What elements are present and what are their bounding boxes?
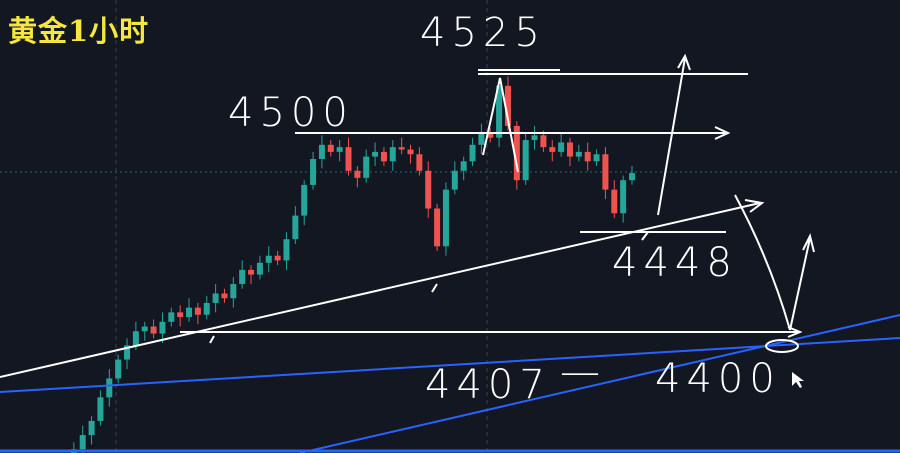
- candle-up: [336, 147, 343, 152]
- candle-up: [141, 326, 148, 332]
- candle-up: [620, 180, 627, 214]
- candle-down: [274, 255, 281, 261]
- candle-up: [292, 215, 299, 240]
- candle-up: [372, 151, 379, 157]
- annotation-4400: 4400: [655, 356, 781, 402]
- candle-up: [389, 147, 396, 162]
- candle-down: [398, 147, 405, 150]
- candle-up: [496, 85, 503, 138]
- candle-up: [124, 345, 131, 360]
- candle-up: [310, 158, 317, 185]
- candle-up: [469, 144, 476, 162]
- candle-up: [106, 378, 113, 398]
- candle-down: [434, 208, 441, 247]
- candle-up: [593, 154, 600, 162]
- up-arrow-2: [789, 233, 815, 331]
- annotation-4448: 4448: [612, 240, 738, 286]
- candle-down: [327, 144, 334, 152]
- candle-up: [203, 302, 210, 315]
- candle-up: [460, 161, 467, 171]
- annotation-4500: 4500: [228, 90, 354, 136]
- candle-down: [416, 154, 423, 171]
- candle-down: [540, 135, 547, 148]
- candle-up: [265, 255, 272, 263]
- candle-up: [79, 435, 86, 450]
- candle-up: [531, 135, 538, 141]
- level-line-4407: [180, 326, 803, 338]
- candle-down: [549, 147, 556, 152]
- target-circle: [765, 339, 799, 353]
- zigzag-arrow: [482, 77, 519, 173]
- candle-up: [629, 173, 635, 181]
- candle-down: [380, 151, 387, 162]
- candle-down: [354, 170, 361, 178]
- candle-up: [239, 269, 246, 285]
- candle-up: [159, 321, 166, 334]
- candle-up: [451, 170, 458, 190]
- candle-down: [221, 293, 228, 299]
- candle-down: [513, 125, 520, 181]
- candle-down: [248, 269, 255, 275]
- candle-up: [256, 262, 263, 275]
- candle-up: [522, 140, 529, 181]
- candle-down: [345, 147, 352, 171]
- candle-down: [194, 307, 201, 315]
- down-arrow: [734, 194, 791, 331]
- candle-down: [177, 312, 184, 318]
- candle-down: [504, 85, 511, 126]
- candle-down: [150, 326, 157, 334]
- candle-up: [318, 144, 325, 159]
- candle-down: [602, 154, 609, 190]
- candle-up: [132, 331, 139, 346]
- annotation-4525: 4525: [420, 10, 546, 56]
- support-trendline: [0, 199, 765, 378]
- candle-up: [212, 293, 219, 303]
- up-arrow: [657, 53, 691, 216]
- annotation-drawings: [0, 53, 815, 378]
- cursor-icon: [792, 372, 804, 388]
- candle-up: [363, 156, 370, 178]
- candle-down: [407, 149, 414, 155]
- candle-up: [558, 142, 565, 152]
- candle-up: [186, 307, 193, 318]
- candle-down: [425, 170, 432, 209]
- annotation-4407: 4407: [425, 362, 551, 408]
- trendline-blue[interactable]: [299, 314, 900, 453]
- chart-title: 黄金1小时: [8, 14, 150, 48]
- candle-down: [487, 133, 494, 138]
- candle-up: [230, 284, 237, 299]
- candle-up: [88, 420, 95, 436]
- candle-up: [442, 189, 449, 247]
- candle-up: [283, 239, 290, 261]
- candle-down: [566, 142, 573, 157]
- candle-up: [115, 359, 122, 379]
- candle-up: [97, 397, 104, 421]
- candle-up: [575, 151, 582, 157]
- candle-down: [584, 151, 591, 162]
- candle-down: [611, 189, 618, 214]
- candle-up: [168, 312, 175, 322]
- trendline-blue[interactable]: [0, 337, 900, 393]
- annotation-separator: —: [560, 349, 606, 395]
- candle-up: [301, 184, 308, 216]
- candle-up: [478, 133, 485, 145]
